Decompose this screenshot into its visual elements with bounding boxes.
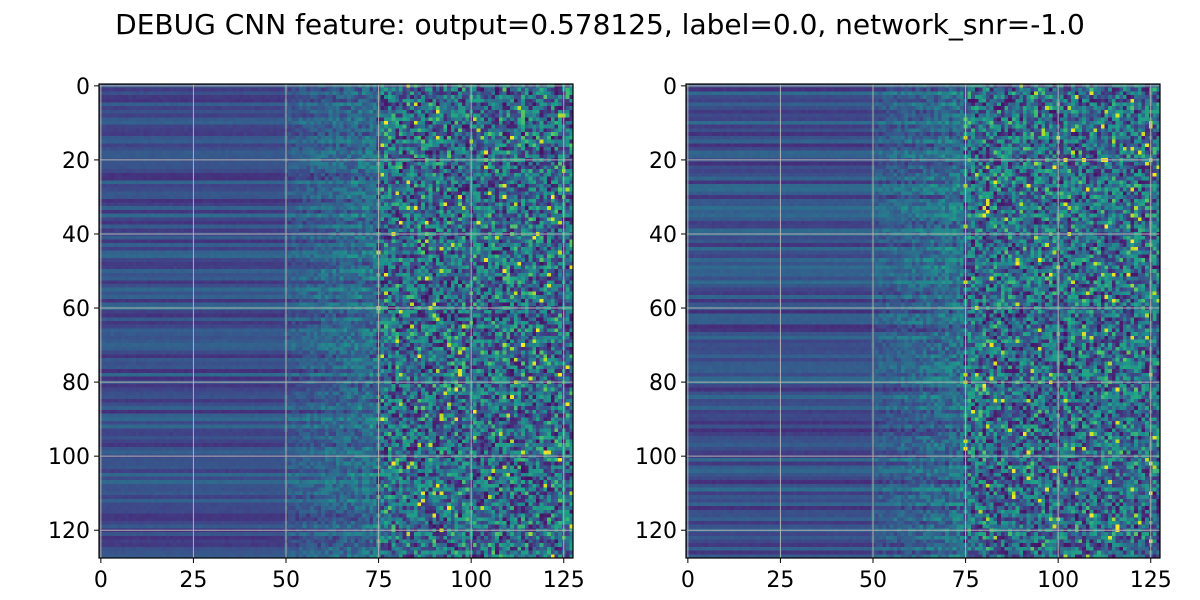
left-heatmap-image — [99, 84, 573, 558]
right-y-tick-label: 60 — [649, 297, 677, 322]
left-y-tick-label: 100 — [48, 445, 90, 470]
right-x-tick-label: 125 — [1130, 568, 1172, 593]
right-y-tick-label: 80 — [649, 371, 677, 396]
left-x-tick-label: 25 — [179, 568, 207, 593]
left-x-tick-label: 125 — [543, 568, 585, 593]
right-x-tick-label: 25 — [766, 568, 794, 593]
right-y-tick-label: 0 — [663, 75, 677, 100]
left-y-tick-label: 40 — [62, 223, 90, 248]
right-y-tick-label: 120 — [635, 519, 677, 544]
right-y-tick-label: 40 — [649, 223, 677, 248]
right-axes-frame — [685, 83, 1161, 559]
right-y-tick-label: 20 — [649, 149, 677, 174]
left-y-tick-label: 20 — [62, 149, 90, 174]
right-y-tick-label: 100 — [635, 445, 677, 470]
left-x-tick-label: 0 — [94, 568, 108, 593]
right-x-tick-label: 0 — [681, 568, 695, 593]
figure-title: DEBUG CNN feature: output=0.578125, labe… — [115, 8, 1085, 41]
left-x-tick-label: 75 — [365, 568, 393, 593]
left-y-tick-label: 60 — [62, 297, 90, 322]
right-x-tick-label: 75 — [952, 568, 980, 593]
left-x-tick-label: 50 — [272, 568, 300, 593]
left-y-tick-label: 0 — [76, 75, 90, 100]
left-y-tick-label: 80 — [62, 371, 90, 396]
left-x-tick-label: 100 — [450, 568, 492, 593]
right-heatmap-image — [686, 84, 1160, 558]
right-x-tick-label: 50 — [859, 568, 887, 593]
left-y-tick-label: 120 — [48, 519, 90, 544]
right-x-tick-label: 100 — [1037, 568, 1079, 593]
left-axes-frame — [98, 83, 574, 559]
left-heatmap-panel: 0 25 50 75 100 125 0 20 40 60 80 100 120 — [48, 75, 585, 593]
